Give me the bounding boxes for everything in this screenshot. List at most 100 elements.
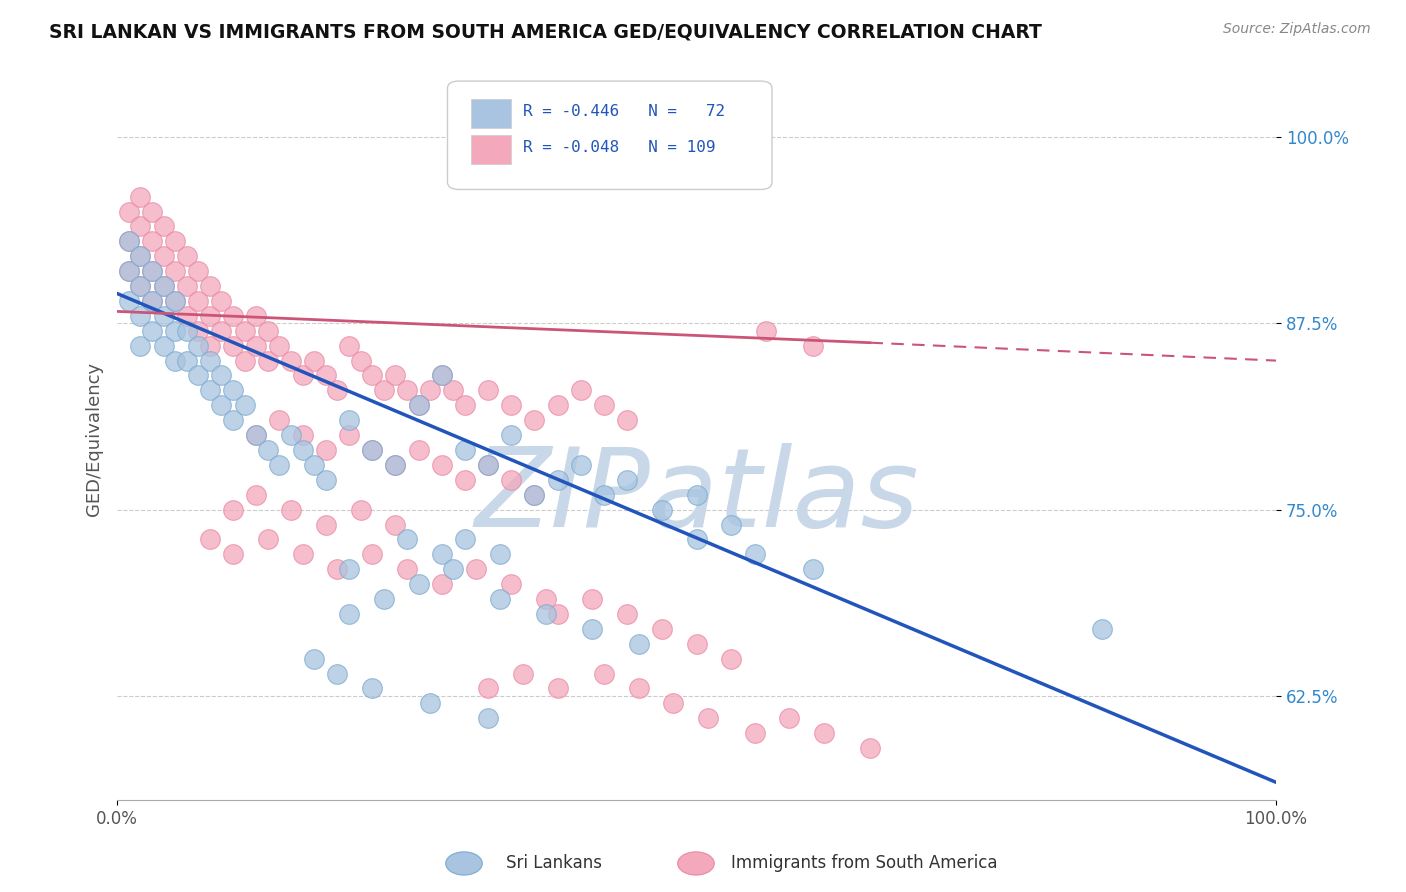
- Point: [176, 249, 198, 263]
- Point: [211, 324, 233, 338]
- Point: [118, 264, 141, 278]
- Point: [685, 533, 707, 547]
- Point: [1091, 622, 1114, 636]
- Point: [141, 293, 163, 308]
- Point: [118, 264, 141, 278]
- Point: [326, 384, 349, 398]
- Point: [512, 666, 534, 681]
- Point: [198, 279, 221, 293]
- Point: [337, 413, 360, 427]
- Point: [419, 697, 441, 711]
- Point: [430, 368, 453, 383]
- Point: [384, 458, 406, 472]
- Point: [198, 353, 221, 368]
- Point: [685, 488, 707, 502]
- Point: [430, 458, 453, 472]
- Point: [326, 666, 349, 681]
- Point: [349, 502, 371, 516]
- Bar: [471, 99, 512, 128]
- Point: [581, 592, 603, 607]
- Point: [222, 413, 245, 427]
- Point: [651, 502, 673, 516]
- Point: [593, 488, 616, 502]
- Point: [302, 458, 325, 472]
- Point: [547, 681, 569, 696]
- Point: [454, 533, 477, 547]
- Point: [801, 339, 824, 353]
- Point: [744, 547, 766, 561]
- Point: [302, 651, 325, 665]
- Point: [198, 384, 221, 398]
- Point: [245, 428, 267, 442]
- Point: [141, 293, 163, 308]
- Point: [187, 293, 209, 308]
- Y-axis label: GED/Equivalency: GED/Equivalency: [86, 362, 103, 516]
- Point: [222, 339, 245, 353]
- Point: [697, 711, 720, 725]
- Point: [198, 339, 221, 353]
- Point: [408, 398, 430, 412]
- Point: [547, 607, 569, 621]
- Point: [245, 428, 267, 442]
- Point: [534, 592, 557, 607]
- Point: [477, 711, 499, 725]
- Point: [501, 398, 523, 412]
- Point: [222, 384, 245, 398]
- Point: [523, 488, 546, 502]
- Point: [152, 309, 174, 323]
- Point: [337, 339, 360, 353]
- Point: [430, 577, 453, 591]
- Point: [361, 368, 384, 383]
- Point: [315, 442, 337, 457]
- Point: [477, 384, 499, 398]
- Point: [395, 533, 418, 547]
- Point: [569, 458, 592, 472]
- Point: [616, 473, 638, 487]
- Point: [441, 562, 464, 576]
- Point: [488, 592, 510, 607]
- Point: [198, 533, 221, 547]
- Point: [165, 235, 187, 249]
- Point: [118, 204, 141, 219]
- Point: [477, 458, 499, 472]
- Point: [129, 189, 152, 203]
- Point: [245, 339, 267, 353]
- Point: [187, 339, 209, 353]
- Point: [662, 697, 685, 711]
- Point: [222, 547, 245, 561]
- Point: [454, 442, 477, 457]
- Point: [326, 562, 349, 576]
- Point: [129, 309, 152, 323]
- Point: [501, 473, 523, 487]
- Point: [627, 637, 650, 651]
- Point: [477, 458, 499, 472]
- Point: [129, 279, 152, 293]
- Point: [361, 442, 384, 457]
- Text: ZIPatlas: ZIPatlas: [474, 443, 920, 550]
- Point: [152, 219, 174, 234]
- Point: [315, 473, 337, 487]
- Point: [129, 219, 152, 234]
- Point: [651, 622, 673, 636]
- Point: [233, 398, 256, 412]
- Text: Sri Lankans: Sri Lankans: [506, 855, 602, 872]
- Point: [337, 428, 360, 442]
- Point: [118, 235, 141, 249]
- Point: [245, 309, 267, 323]
- Point: [488, 547, 510, 561]
- Point: [245, 488, 267, 502]
- Text: Immigrants from South America: Immigrants from South America: [731, 855, 998, 872]
- Point: [165, 264, 187, 278]
- Point: [685, 637, 707, 651]
- Point: [813, 726, 835, 740]
- Point: [408, 398, 430, 412]
- Point: [233, 353, 256, 368]
- Point: [523, 488, 546, 502]
- Point: [129, 279, 152, 293]
- Point: [569, 384, 592, 398]
- Point: [395, 384, 418, 398]
- Point: [118, 235, 141, 249]
- Point: [152, 279, 174, 293]
- Point: [408, 577, 430, 591]
- Point: [211, 398, 233, 412]
